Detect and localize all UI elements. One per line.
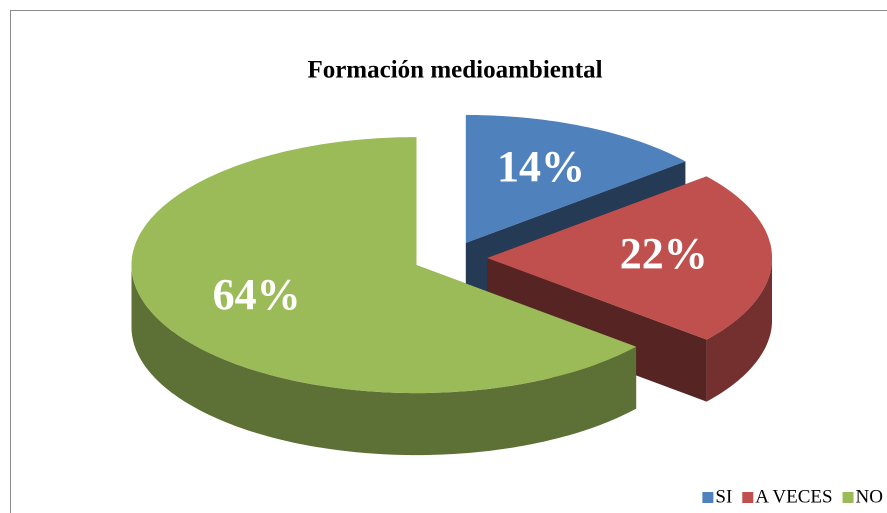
legend-label: SI <box>715 486 732 507</box>
legend-swatch <box>702 492 714 503</box>
slice-side <box>487 258 707 402</box>
legend-label: A VECES <box>755 486 832 507</box>
slice <box>131 137 637 394</box>
legend-swatch <box>742 492 754 503</box>
data-label: 22% <box>620 229 708 278</box>
slice-side <box>706 258 772 402</box>
legend-swatch <box>842 492 854 503</box>
slice <box>465 114 686 243</box>
slice <box>487 176 772 340</box>
data-label: 14% <box>497 142 585 191</box>
chart-title: Formación medioambiental <box>307 57 602 84</box>
slice-side <box>131 265 637 456</box>
data-label: 64% <box>213 270 301 319</box>
legend: SI A VECES NO <box>702 486 883 507</box>
legend-label: NO <box>856 486 883 507</box>
